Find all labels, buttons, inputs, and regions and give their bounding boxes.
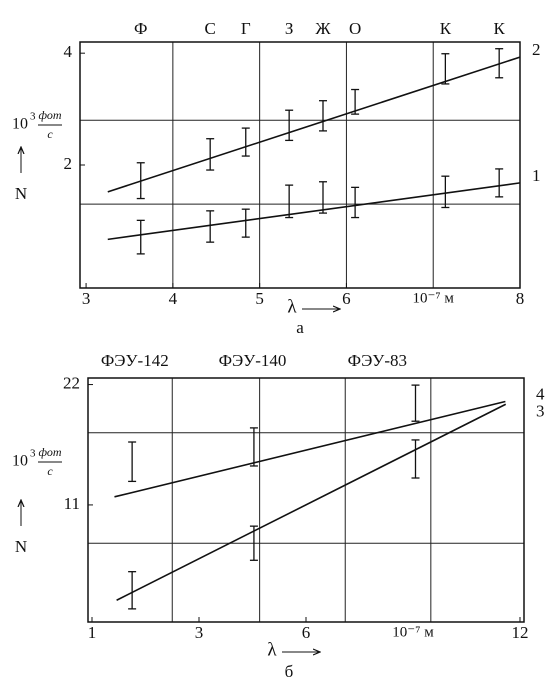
x-unit: 10⁻⁷ м <box>413 290 455 306</box>
x-tick-label: 4 <box>169 289 178 308</box>
annotation: О <box>349 19 361 38</box>
y-tick-label: 22 <box>63 373 80 392</box>
panel-label: б <box>285 662 294 681</box>
y-unit-exp: 3 <box>30 111 36 123</box>
annotation: ФЭУ-142 <box>101 351 169 370</box>
y-unit-exp: 3 <box>30 448 36 460</box>
y-label: N <box>15 184 27 203</box>
fit-line <box>107 56 521 193</box>
y-unit-base: 10 <box>12 453 28 470</box>
x-tick-label: 3 <box>82 289 91 308</box>
legend-label: 3 <box>536 401 545 420</box>
fit-line <box>107 182 521 241</box>
x-tick-label: 3 <box>195 623 204 642</box>
x-tick-label: 6 <box>302 623 311 642</box>
plot-frame <box>87 377 525 623</box>
annotation: ФЭУ-140 <box>219 351 287 370</box>
y-label: N <box>15 537 27 556</box>
y-unit-base: 10 <box>12 116 28 133</box>
legend-label: 4 <box>536 384 545 403</box>
annotation: К <box>493 19 505 38</box>
annotation: Ж <box>315 19 331 38</box>
x-label: λ <box>267 639 277 660</box>
annotation: С <box>205 19 216 38</box>
annotation: Ф <box>134 19 147 38</box>
fit-line <box>114 400 506 498</box>
y-tick-label: 2 <box>64 154 73 173</box>
legend-label: 2 <box>532 40 541 59</box>
y-unit-den: с <box>47 127 53 141</box>
annotation: З <box>285 19 294 38</box>
x-tick-label: 1 <box>88 623 97 642</box>
x-label: λ <box>287 296 297 317</box>
series: 4 <box>114 384 545 498</box>
y-tick-label: 4 <box>64 42 73 61</box>
series: 3 <box>116 401 545 610</box>
fit-line <box>116 403 507 601</box>
panel-label: а <box>296 318 304 337</box>
x-tick-label: 6 <box>342 289 351 308</box>
x-tick-label: 5 <box>255 289 264 308</box>
series: 1 <box>107 166 541 255</box>
annotation: ФЭУ-83 <box>348 351 407 370</box>
y-unit-num: фот <box>38 108 61 122</box>
annotation: К <box>440 19 452 38</box>
series: 2 <box>107 40 541 200</box>
y-unit-num: фот <box>38 445 61 459</box>
annotation: Г <box>241 19 251 38</box>
y-tick-label: 11 <box>64 494 80 513</box>
x-tick-label: 8 <box>516 289 525 308</box>
y-unit-den: с <box>47 464 53 478</box>
x-tick-label: 12 <box>512 623 529 642</box>
x-unit: 10⁻⁷ м <box>392 624 434 640</box>
legend-label: 1 <box>532 166 541 185</box>
